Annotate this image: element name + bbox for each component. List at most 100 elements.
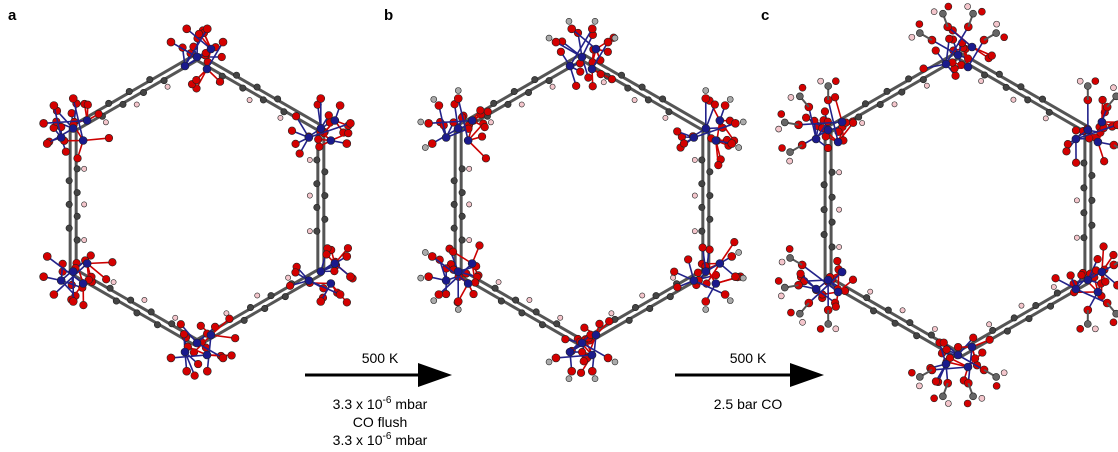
atom xyxy=(867,288,874,295)
atom xyxy=(246,97,253,103)
atom xyxy=(68,267,78,276)
atom xyxy=(820,181,828,189)
atom xyxy=(342,252,352,261)
atom xyxy=(196,321,205,330)
atom xyxy=(458,236,466,244)
atom xyxy=(638,83,646,91)
atom xyxy=(1032,301,1040,309)
atom xyxy=(698,180,706,188)
atom xyxy=(953,342,963,352)
atom xyxy=(978,395,986,402)
atom xyxy=(206,330,216,340)
atom xyxy=(227,351,236,360)
atom xyxy=(780,118,789,127)
atom xyxy=(39,272,48,281)
atom xyxy=(587,64,597,74)
atom xyxy=(510,88,518,96)
atom xyxy=(710,100,719,109)
atom xyxy=(859,120,866,126)
superscript: -6 xyxy=(383,395,392,406)
atom xyxy=(587,24,597,34)
bond xyxy=(72,98,84,141)
atom xyxy=(1083,82,1092,90)
atom xyxy=(304,133,314,142)
atom xyxy=(1083,275,1093,285)
atom xyxy=(778,258,786,266)
bond xyxy=(428,119,473,125)
atom xyxy=(192,338,202,348)
atom xyxy=(832,325,840,333)
atom xyxy=(315,142,324,151)
atom xyxy=(931,377,941,386)
atom xyxy=(811,284,821,294)
atom xyxy=(42,252,52,261)
atom xyxy=(603,47,612,56)
atom xyxy=(82,116,92,125)
atom xyxy=(330,259,340,268)
atom xyxy=(833,287,843,297)
bond xyxy=(53,105,62,138)
atom xyxy=(545,358,553,366)
atom xyxy=(306,157,313,163)
atom xyxy=(231,334,240,343)
atom xyxy=(775,125,782,133)
atom xyxy=(532,308,540,316)
atom xyxy=(823,143,833,153)
atom xyxy=(427,252,437,261)
atom xyxy=(453,94,463,103)
atom xyxy=(930,394,938,403)
atom xyxy=(992,29,1000,37)
bond xyxy=(1075,124,1118,140)
atom xyxy=(79,301,88,310)
atom xyxy=(730,238,739,247)
atom xyxy=(1077,270,1086,280)
atom xyxy=(731,119,740,128)
atom xyxy=(78,279,88,288)
atom xyxy=(828,193,836,201)
atom xyxy=(1000,369,1008,377)
atom xyxy=(240,316,248,324)
text: 3.3 x 10 xyxy=(333,396,383,412)
atom xyxy=(989,326,997,334)
atom xyxy=(801,113,811,122)
atom xyxy=(81,165,88,172)
atom xyxy=(588,82,597,91)
atom xyxy=(94,109,103,119)
atom xyxy=(168,320,176,328)
bond xyxy=(438,105,447,138)
atom xyxy=(1080,234,1088,242)
atom xyxy=(1109,318,1118,327)
atom xyxy=(1000,33,1008,42)
atom xyxy=(254,292,261,299)
atom xyxy=(287,126,297,135)
atom xyxy=(434,101,444,110)
atom xyxy=(849,118,858,127)
atom xyxy=(644,96,652,104)
atom xyxy=(422,144,429,151)
atom xyxy=(1071,284,1081,294)
atom xyxy=(164,83,171,90)
text: 3.3 x 10 xyxy=(333,432,383,448)
atom xyxy=(192,75,201,85)
atom xyxy=(689,276,699,285)
atom xyxy=(596,70,605,79)
atom xyxy=(127,296,135,304)
atom xyxy=(939,9,947,18)
bond xyxy=(170,354,208,359)
atom xyxy=(202,24,212,34)
atom xyxy=(786,254,794,262)
atom xyxy=(600,79,607,86)
atom xyxy=(816,325,825,333)
atom xyxy=(731,272,740,281)
atom xyxy=(799,319,806,326)
atom xyxy=(931,46,940,55)
atom xyxy=(56,276,66,285)
atom xyxy=(953,50,963,60)
atom xyxy=(666,293,674,301)
atom xyxy=(82,259,92,268)
atom xyxy=(689,133,699,142)
bond xyxy=(70,53,197,128)
atom xyxy=(739,274,747,282)
atom xyxy=(466,165,473,172)
